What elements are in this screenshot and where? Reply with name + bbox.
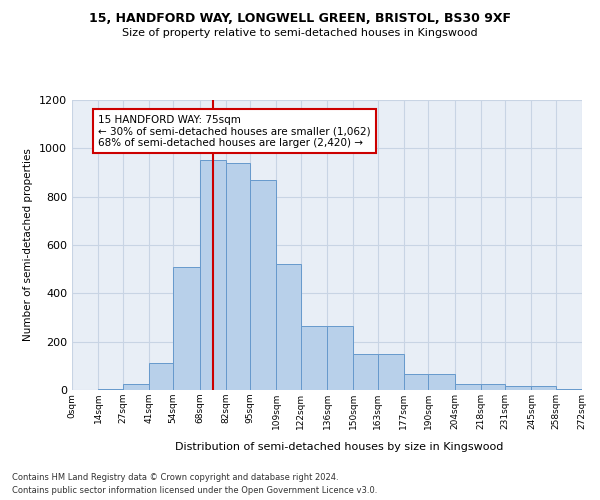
Text: 15 HANDFORD WAY: 75sqm
← 30% of semi-detached houses are smaller (1,062)
68% of : 15 HANDFORD WAY: 75sqm ← 30% of semi-det… bbox=[98, 114, 371, 148]
Bar bbox=[250, 180, 277, 390]
Bar bbox=[404, 374, 428, 390]
Y-axis label: Number of semi-detached properties: Number of semi-detached properties bbox=[23, 148, 34, 342]
Bar bbox=[353, 354, 377, 390]
Bar bbox=[428, 374, 455, 390]
Bar bbox=[149, 364, 173, 390]
Text: Distribution of semi-detached houses by size in Kingswood: Distribution of semi-detached houses by … bbox=[175, 442, 503, 452]
Text: Size of property relative to semi-detached houses in Kingswood: Size of property relative to semi-detach… bbox=[122, 28, 478, 38]
Bar bbox=[455, 384, 481, 390]
Bar bbox=[532, 386, 556, 390]
Bar bbox=[98, 389, 122, 390]
Bar bbox=[173, 267, 199, 390]
Bar bbox=[277, 264, 301, 390]
Bar bbox=[377, 354, 404, 390]
Text: 15, HANDFORD WAY, LONGWELL GREEN, BRISTOL, BS30 9XF: 15, HANDFORD WAY, LONGWELL GREEN, BRISTO… bbox=[89, 12, 511, 26]
Text: Contains public sector information licensed under the Open Government Licence v3: Contains public sector information licen… bbox=[12, 486, 377, 495]
Bar bbox=[226, 163, 250, 390]
Bar bbox=[481, 384, 505, 390]
Bar bbox=[301, 326, 327, 390]
Bar bbox=[122, 384, 149, 390]
Bar bbox=[556, 389, 582, 390]
Bar bbox=[505, 386, 532, 390]
Text: Contains HM Land Registry data © Crown copyright and database right 2024.: Contains HM Land Registry data © Crown c… bbox=[12, 472, 338, 482]
Bar bbox=[327, 326, 353, 390]
Bar bbox=[199, 160, 226, 390]
